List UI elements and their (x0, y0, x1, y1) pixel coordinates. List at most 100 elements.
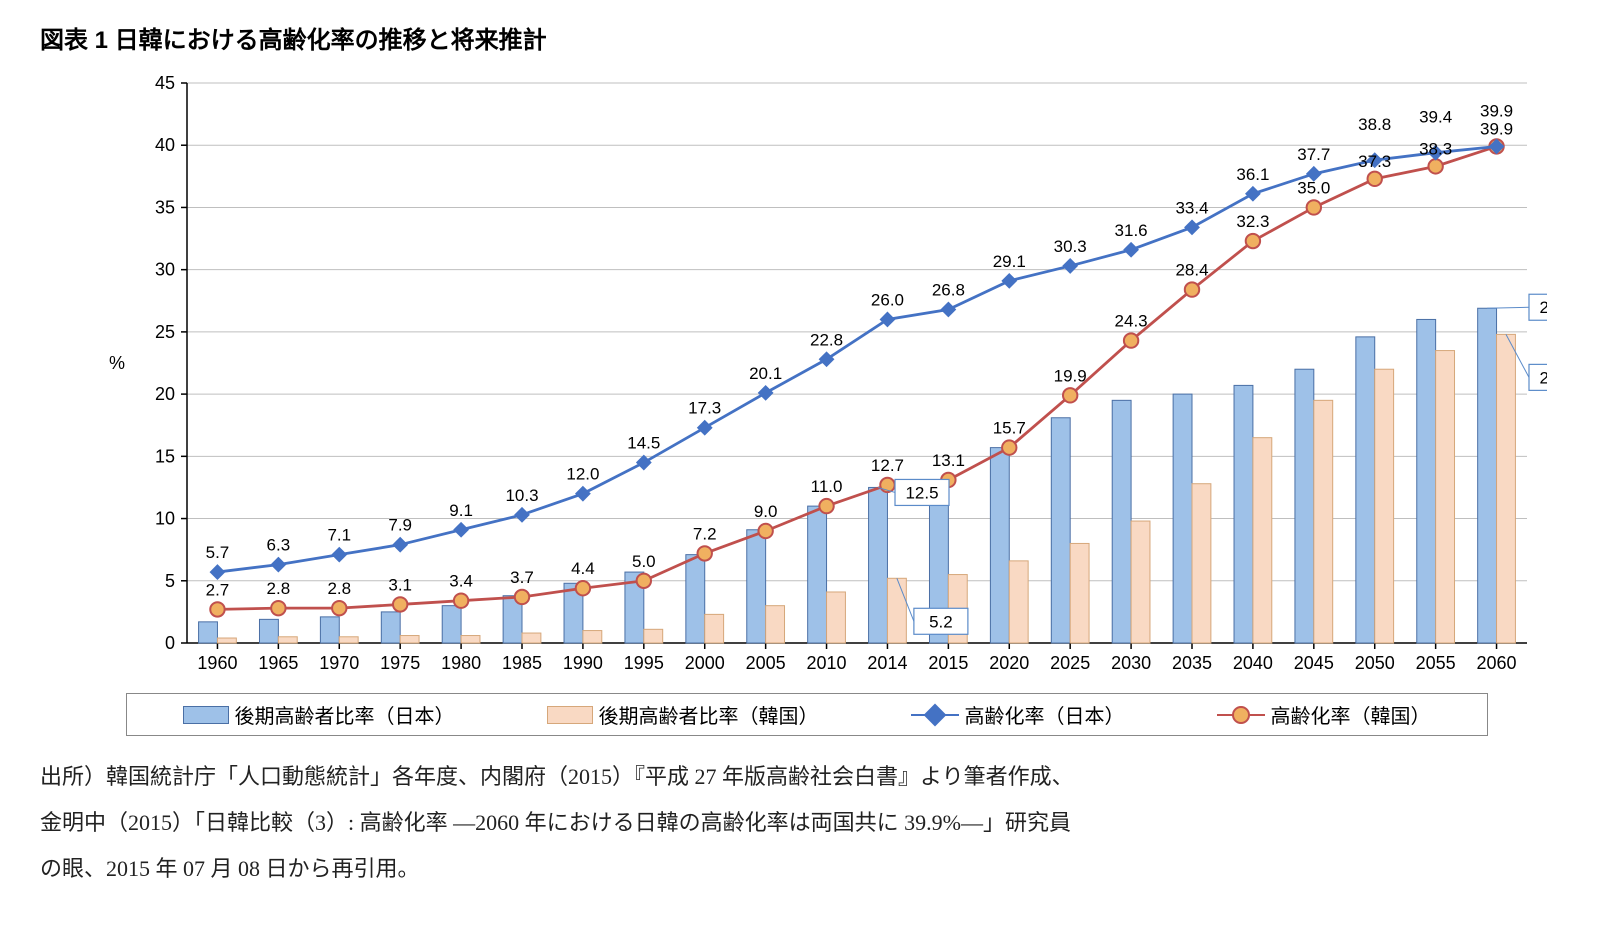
marker-circle (819, 499, 833, 513)
bar (990, 448, 1009, 643)
marker-diamond (1062, 259, 1076, 273)
bar (765, 606, 784, 643)
marker-diamond (453, 523, 467, 537)
callout-label: 12.5 (905, 483, 938, 502)
source-line: 出所）韓国統計庁「人口動態統計」各年度、内閣府（2015）『平成 27 年版高齢… (40, 754, 1573, 800)
marker-circle (1062, 388, 1076, 402)
bar (582, 631, 601, 643)
legend-label: 高齢化率（韓国） (1271, 700, 1431, 729)
bar (1173, 394, 1192, 643)
bar (461, 636, 480, 643)
callout-leader (1487, 307, 1529, 308)
x-tick-label: 1975 (380, 653, 420, 673)
callout-label: 26.9 (1539, 298, 1547, 317)
data-label-jp: 36.1 (1236, 165, 1269, 184)
legend-line-japan: 高齢化率（日本） (911, 700, 1125, 729)
legend-label: 後期高齢者比率（韓国） (599, 700, 819, 729)
data-label-jp: 31.6 (1114, 221, 1147, 240)
bar (1477, 308, 1496, 643)
bar (278, 637, 297, 643)
bar (320, 617, 339, 643)
bar (1070, 543, 1089, 643)
bar (442, 606, 461, 643)
x-tick-label: 2014 (867, 653, 907, 673)
legend: 後期高齢者比率（日本） 後期高齢者比率（韓国） 高齢化率（日本） 高齢化率（韓国… (126, 693, 1488, 736)
data-label-jp: 5.7 (205, 543, 229, 562)
bar (1252, 438, 1271, 643)
legend-label: 後期高齢者比率（日本） (235, 700, 455, 729)
x-tick-label: 1965 (258, 653, 298, 673)
bar (1355, 337, 1374, 643)
data-label-jp: 7.9 (388, 516, 412, 535)
x-tick-label: 2005 (745, 653, 785, 673)
marker-diamond (697, 421, 711, 435)
chart-title: 図表 1 日韓における高齢化率の推移と将来推計 (40, 20, 1583, 55)
data-label-kr: 19.9 (1053, 366, 1086, 385)
bar (1496, 334, 1515, 643)
data-label-jp: 14.5 (627, 434, 660, 453)
bar (1009, 561, 1028, 643)
marker-diamond (758, 386, 772, 400)
marker-diamond (819, 352, 833, 366)
data-label-jp: 26.0 (870, 290, 903, 309)
data-label-kr: 2.8 (266, 579, 290, 598)
marker-diamond (210, 565, 224, 579)
bar (868, 487, 887, 643)
bar (339, 637, 358, 643)
y-tick-label: 20 (154, 384, 174, 404)
bar (1435, 351, 1454, 643)
bar (400, 636, 419, 643)
marker-circle (1367, 172, 1381, 186)
marker-circle (210, 602, 224, 616)
marker-diamond (1184, 220, 1198, 234)
x-tick-label: 2020 (989, 653, 1029, 673)
marker-diamond (575, 486, 589, 500)
legend-line-korea: 高齢化率（韓国） (1217, 700, 1431, 729)
data-label-jp: 20.1 (749, 364, 782, 383)
bar (381, 612, 400, 643)
bar (217, 638, 236, 643)
marker-circle (636, 574, 650, 588)
data-label-jp: 29.1 (992, 252, 1025, 271)
x-tick-label: 1980 (441, 653, 481, 673)
source-line: の眼、2015 年 07 月 08 日から再引用。 (40, 846, 1573, 892)
x-tick-label: 2015 (928, 653, 968, 673)
data-label-jp: 10.3 (505, 486, 538, 505)
data-label-jp: 26.8 (931, 280, 964, 299)
chart-svg: 051015202530354045%196019651970197519801… (67, 63, 1547, 693)
x-tick-label: 1995 (623, 653, 663, 673)
data-label-jp: 38.8 (1358, 115, 1391, 134)
marker-diamond (636, 455, 650, 469)
data-label-kr: 2.7 (205, 580, 229, 599)
data-label-kr: 3.7 (510, 568, 534, 587)
data-label-kr: 32.3 (1236, 212, 1269, 231)
bar (259, 619, 278, 643)
marker-diamond (1002, 274, 1016, 288)
y-tick-label: 30 (154, 260, 174, 280)
bar (1051, 418, 1070, 643)
bar (1294, 369, 1313, 643)
x-tick-label: 1970 (319, 653, 359, 673)
data-label-kr: 15.7 (992, 419, 1025, 438)
data-label-jp: 7.1 (327, 526, 351, 545)
bar (198, 622, 217, 643)
bar (1416, 319, 1435, 643)
y-tick-label: 5 (164, 571, 174, 591)
x-tick-label: 2035 (1171, 653, 1211, 673)
data-label-kr: 4.4 (571, 559, 595, 578)
legend-label: 高齢化率（日本） (965, 700, 1125, 729)
bar (826, 592, 845, 643)
x-tick-label: 2000 (684, 653, 724, 673)
data-label-jp: 6.3 (266, 536, 290, 555)
y-tick-label: 35 (154, 197, 174, 217)
marker-diamond (271, 557, 285, 571)
data-label-jp: 33.4 (1175, 198, 1208, 217)
marker-diamond (1245, 187, 1259, 201)
bar (1112, 400, 1131, 643)
chart-area: 051015202530354045%196019651970197519801… (67, 63, 1547, 693)
callout-label: 5.2 (929, 612, 953, 631)
x-tick-label: 2030 (1111, 653, 1151, 673)
marker-circle (697, 546, 711, 560)
data-label-kr: 28.4 (1175, 261, 1208, 280)
bar (887, 578, 906, 643)
